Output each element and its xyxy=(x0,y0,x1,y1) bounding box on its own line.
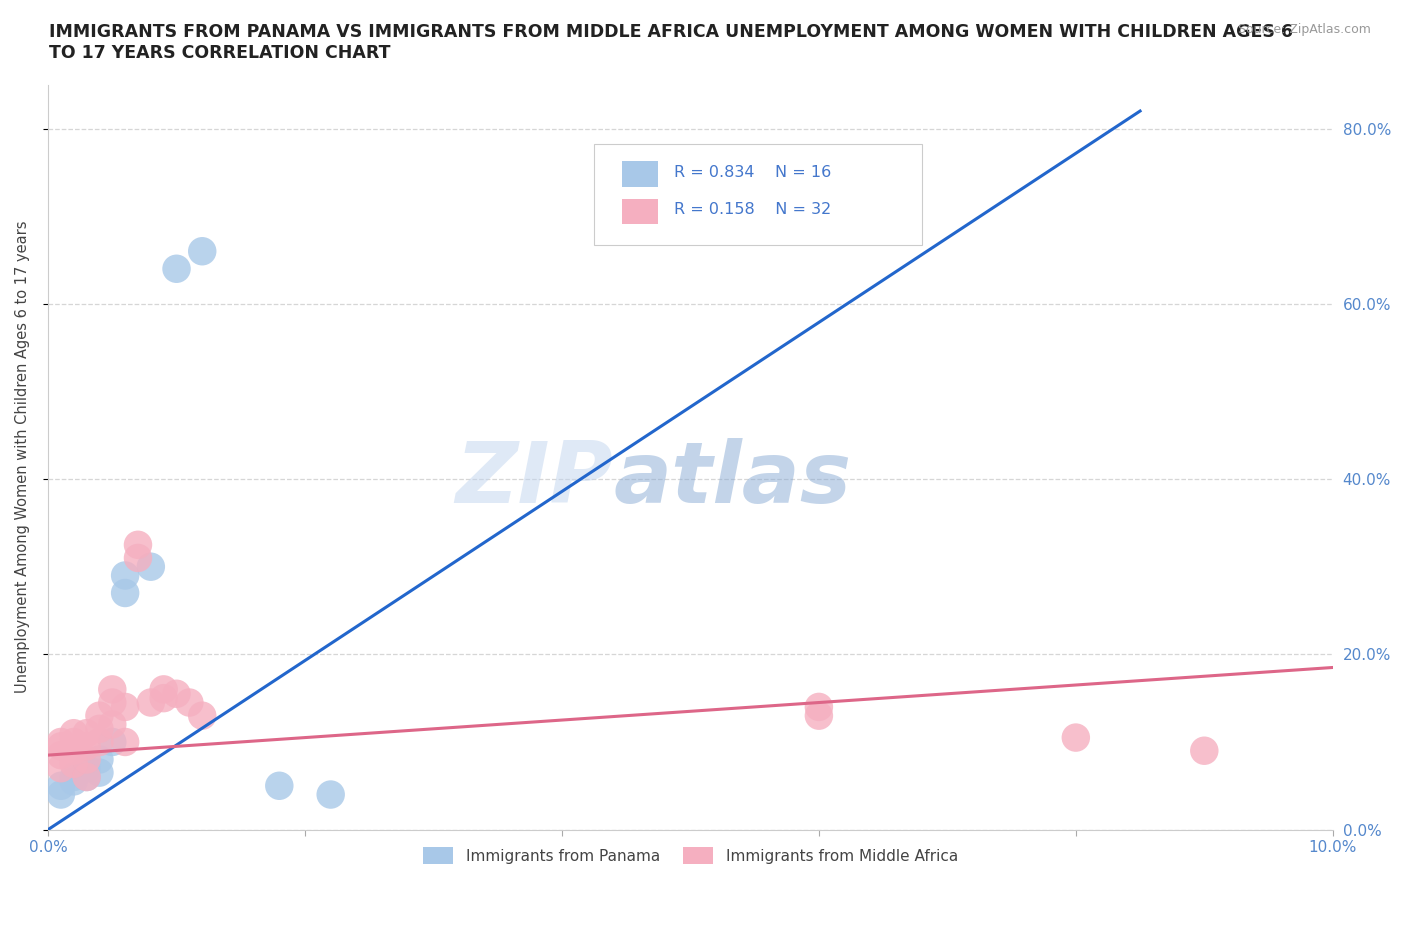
Point xyxy=(49,748,72,763)
Point xyxy=(166,261,188,276)
Bar xyxy=(623,199,658,224)
Text: IMMIGRANTS FROM PANAMA VS IMMIGRANTS FROM MIDDLE AFRICA UNEMPLOYMENT AMONG WOMEN: IMMIGRANTS FROM PANAMA VS IMMIGRANTS FRO… xyxy=(49,23,1294,62)
Point xyxy=(62,725,84,740)
Text: ZIP: ZIP xyxy=(456,438,613,521)
Point xyxy=(49,778,72,793)
Point xyxy=(127,538,149,552)
Point xyxy=(114,699,136,714)
Point xyxy=(62,770,84,785)
Point xyxy=(76,739,98,754)
Legend: Immigrants from Panama, Immigrants from Middle Africa: Immigrants from Panama, Immigrants from … xyxy=(416,841,965,870)
Point xyxy=(139,695,162,710)
Point xyxy=(49,761,72,776)
Point xyxy=(1194,743,1216,758)
Text: R = 0.158    N = 32: R = 0.158 N = 32 xyxy=(673,203,831,218)
Point xyxy=(127,551,149,565)
Point xyxy=(807,709,830,724)
Point xyxy=(114,735,136,750)
Text: R = 0.834    N = 16: R = 0.834 N = 16 xyxy=(673,166,831,180)
Point xyxy=(62,756,84,771)
Point xyxy=(76,761,98,776)
Y-axis label: Unemployment Among Women with Children Ages 6 to 17 years: Unemployment Among Women with Children A… xyxy=(15,221,30,694)
Point xyxy=(319,787,342,802)
Point xyxy=(89,752,111,767)
Point xyxy=(76,725,98,740)
Point xyxy=(101,717,124,732)
Text: atlas: atlas xyxy=(613,438,852,521)
Point xyxy=(166,686,188,701)
Point xyxy=(76,752,98,767)
Point xyxy=(49,735,72,750)
Point xyxy=(89,765,111,780)
Text: Source: ZipAtlas.com: Source: ZipAtlas.com xyxy=(1237,23,1371,36)
Point xyxy=(101,735,124,750)
Point xyxy=(89,722,111,737)
Point xyxy=(152,691,174,706)
FancyBboxPatch shape xyxy=(595,144,922,245)
Bar xyxy=(623,162,658,187)
Point xyxy=(101,682,124,697)
Point xyxy=(62,743,84,758)
Point xyxy=(114,568,136,583)
Point xyxy=(49,787,72,802)
Point xyxy=(179,695,201,710)
Point xyxy=(76,770,98,785)
Point xyxy=(1064,730,1087,745)
Point xyxy=(139,559,162,574)
Point xyxy=(62,735,84,750)
Point xyxy=(807,699,830,714)
Point xyxy=(49,739,72,754)
Point xyxy=(101,695,124,710)
Point xyxy=(76,770,98,785)
Point xyxy=(191,709,214,724)
Point xyxy=(191,244,214,259)
Point xyxy=(114,586,136,601)
Point xyxy=(269,778,291,793)
Point xyxy=(152,682,174,697)
Point xyxy=(89,709,111,724)
Point xyxy=(62,774,84,789)
Point xyxy=(89,735,111,750)
